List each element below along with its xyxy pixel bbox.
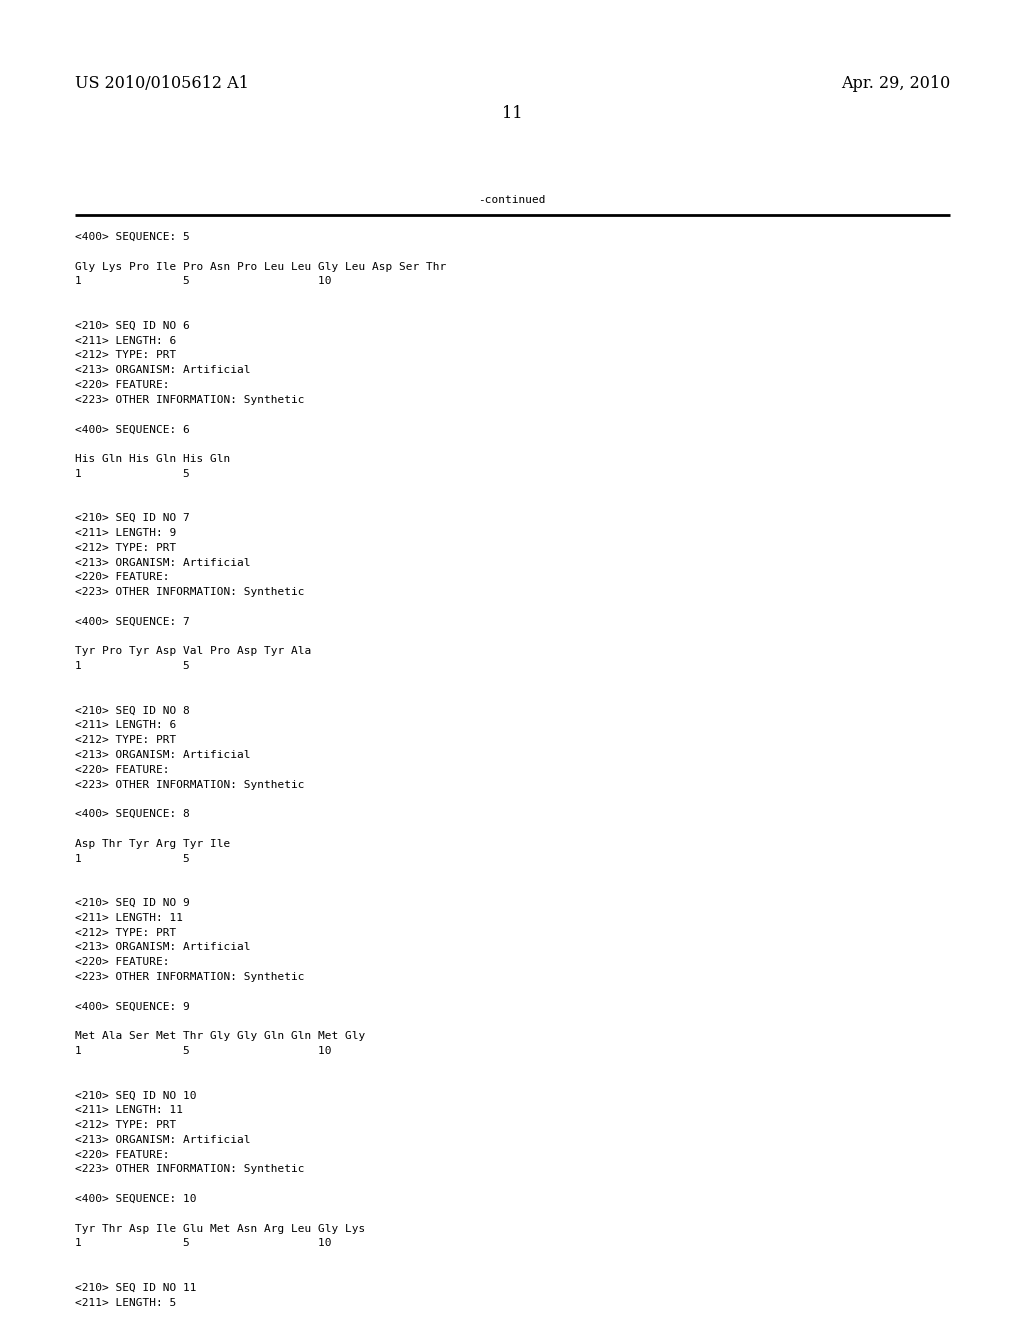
- Text: <400> SEQUENCE: 5: <400> SEQUENCE: 5: [75, 232, 189, 242]
- Text: <212> TYPE: PRT: <212> TYPE: PRT: [75, 350, 176, 360]
- Text: <211> LENGTH: 9: <211> LENGTH: 9: [75, 528, 176, 539]
- Text: 1               5                   10: 1 5 10: [75, 276, 332, 286]
- Text: <211> LENGTH: 6: <211> LENGTH: 6: [75, 335, 176, 346]
- Text: Tyr Pro Tyr Asp Val Pro Asp Tyr Ala: Tyr Pro Tyr Asp Val Pro Asp Tyr Ala: [75, 647, 311, 656]
- Text: 1               5: 1 5: [75, 854, 189, 863]
- Text: <212> TYPE: PRT: <212> TYPE: PRT: [75, 735, 176, 746]
- Text: 1               5: 1 5: [75, 469, 189, 479]
- Text: <210> SEQ ID NO 11: <210> SEQ ID NO 11: [75, 1283, 197, 1292]
- Text: <210> SEQ ID NO 10: <210> SEQ ID NO 10: [75, 1090, 197, 1101]
- Text: <211> LENGTH: 11: <211> LENGTH: 11: [75, 913, 183, 923]
- Text: <211> LENGTH: 5: <211> LENGTH: 5: [75, 1298, 176, 1308]
- Text: Apr. 29, 2010: Apr. 29, 2010: [841, 75, 950, 92]
- Text: <223> OTHER INFORMATION: Synthetic: <223> OTHER INFORMATION: Synthetic: [75, 780, 304, 789]
- Text: <210> SEQ ID NO 8: <210> SEQ ID NO 8: [75, 706, 189, 715]
- Text: -continued: -continued: [478, 195, 546, 205]
- Text: <210> SEQ ID NO 6: <210> SEQ ID NO 6: [75, 321, 189, 331]
- Text: <223> OTHER INFORMATION: Synthetic: <223> OTHER INFORMATION: Synthetic: [75, 972, 304, 982]
- Text: Gly Lys Pro Ile Pro Asn Pro Leu Leu Gly Leu Asp Ser Thr: Gly Lys Pro Ile Pro Asn Pro Leu Leu Gly …: [75, 261, 446, 272]
- Text: <400> SEQUENCE: 7: <400> SEQUENCE: 7: [75, 616, 189, 627]
- Text: <212> TYPE: PRT: <212> TYPE: PRT: [75, 543, 176, 553]
- Text: <210> SEQ ID NO 7: <210> SEQ ID NO 7: [75, 513, 189, 523]
- Text: <220> FEATURE:: <220> FEATURE:: [75, 957, 170, 968]
- Text: His Gln His Gln His Gln: His Gln His Gln His Gln: [75, 454, 230, 465]
- Text: <400> SEQUENCE: 10: <400> SEQUENCE: 10: [75, 1195, 197, 1204]
- Text: <211> LENGTH: 11: <211> LENGTH: 11: [75, 1105, 183, 1115]
- Text: <220> FEATURE:: <220> FEATURE:: [75, 573, 170, 582]
- Text: <223> OTHER INFORMATION: Synthetic: <223> OTHER INFORMATION: Synthetic: [75, 587, 304, 597]
- Text: <220> FEATURE:: <220> FEATURE:: [75, 764, 170, 775]
- Text: Met Ala Ser Met Thr Gly Gly Gln Gln Met Gly: Met Ala Ser Met Thr Gly Gly Gln Gln Met …: [75, 1031, 366, 1041]
- Text: <400> SEQUENCE: 9: <400> SEQUENCE: 9: [75, 1002, 189, 1011]
- Text: <223> OTHER INFORMATION: Synthetic: <223> OTHER INFORMATION: Synthetic: [75, 1164, 304, 1175]
- Text: <213> ORGANISM: Artificial: <213> ORGANISM: Artificial: [75, 750, 251, 760]
- Text: <213> ORGANISM: Artificial: <213> ORGANISM: Artificial: [75, 557, 251, 568]
- Text: 1               5: 1 5: [75, 661, 189, 671]
- Text: <220> FEATURE:: <220> FEATURE:: [75, 380, 170, 389]
- Text: Asp Thr Tyr Arg Tyr Ile: Asp Thr Tyr Arg Tyr Ile: [75, 838, 230, 849]
- Text: <400> SEQUENCE: 8: <400> SEQUENCE: 8: [75, 809, 189, 820]
- Text: <400> SEQUENCE: 6: <400> SEQUENCE: 6: [75, 425, 189, 434]
- Text: <211> LENGTH: 6: <211> LENGTH: 6: [75, 721, 176, 730]
- Text: 11: 11: [502, 106, 522, 121]
- Text: <220> FEATURE:: <220> FEATURE:: [75, 1150, 170, 1159]
- Text: <223> OTHER INFORMATION: Synthetic: <223> OTHER INFORMATION: Synthetic: [75, 395, 304, 405]
- Text: 1               5                   10: 1 5 10: [75, 1238, 332, 1249]
- Text: Tyr Thr Asp Ile Glu Met Asn Arg Leu Gly Lys: Tyr Thr Asp Ile Glu Met Asn Arg Leu Gly …: [75, 1224, 366, 1234]
- Text: US 2010/0105612 A1: US 2010/0105612 A1: [75, 75, 249, 92]
- Text: <210> SEQ ID NO 9: <210> SEQ ID NO 9: [75, 898, 189, 908]
- Text: <212> TYPE: PRT: <212> TYPE: PRT: [75, 928, 176, 937]
- Text: <212> TYPE: PRT: <212> TYPE: PRT: [75, 1119, 176, 1130]
- Text: <213> ORGANISM: Artificial: <213> ORGANISM: Artificial: [75, 366, 251, 375]
- Text: <213> ORGANISM: Artificial: <213> ORGANISM: Artificial: [75, 1135, 251, 1144]
- Text: <213> ORGANISM: Artificial: <213> ORGANISM: Artificial: [75, 942, 251, 953]
- Text: 1               5                   10: 1 5 10: [75, 1045, 332, 1056]
